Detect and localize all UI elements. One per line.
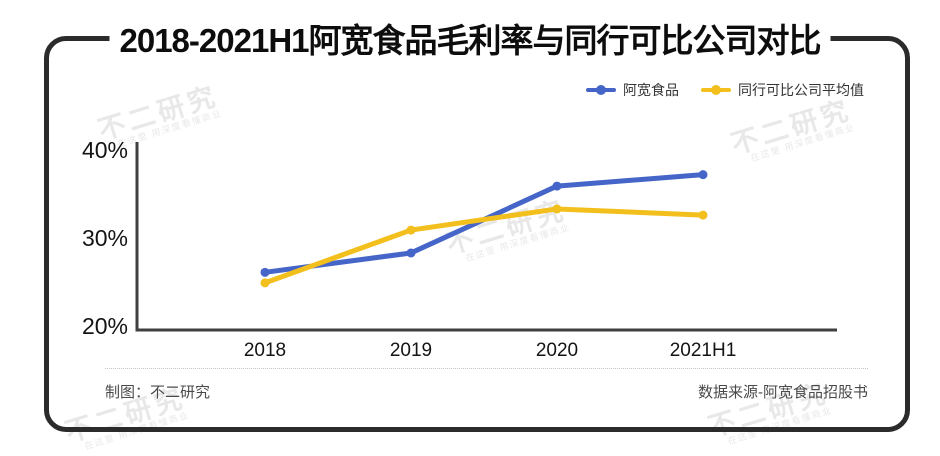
legend-item-awkuan: 阿宽食品: [586, 80, 679, 100]
y-tick-label: 30%: [82, 225, 128, 251]
legend-label: 同行可比公司平均值: [738, 82, 864, 98]
y-tick-label: 40%: [82, 137, 128, 163]
legend-dot-icon: [711, 85, 721, 95]
footer-credit: 制图：不二研究: [105, 384, 211, 401]
data-point-阿宽食品-2019: [406, 248, 416, 258]
x-tick-label: 2021H1: [670, 340, 737, 361]
x-tick-label: 2019: [390, 340, 432, 361]
data-point-阿宽食品-2020: [552, 181, 562, 191]
data-point-同行可比公司平均值-2018: [260, 278, 270, 288]
footer-data-source: 数据来源-阿宽食品招股书: [698, 384, 868, 401]
data-point-同行可比公司平均值-2019: [406, 225, 416, 235]
chart-legend: 阿宽食品 同行可比公司平均值: [586, 80, 864, 100]
data-point-阿宽食品-2021H1: [698, 170, 708, 180]
footer-separator-line: [105, 368, 868, 369]
data-point-同行可比公司平均值-2020: [552, 204, 562, 214]
axis-lines: [135, 142, 837, 332]
series-line-同行可比公司平均值: [262, 206, 706, 286]
legend-label: 阿宽食品: [623, 82, 679, 98]
x-tick-label: 2020: [536, 340, 578, 361]
legend-line-marker-icon: [586, 85, 616, 95]
legend-item-peers-average: 同行可比公司平均值: [701, 80, 864, 100]
data-point-同行可比公司平均值-2021H1: [698, 210, 708, 220]
chart-title: 2018-2021H1阿宽食品毛利率与同行可比公司对比: [109, 14, 831, 62]
y-tick-label: 20%: [82, 313, 128, 339]
legend-line-marker-icon: [701, 85, 731, 95]
data-point-阿宽食品-2018: [260, 267, 270, 277]
x-tick-label: 2018: [244, 340, 286, 361]
legend-dot-icon: [596, 85, 606, 95]
